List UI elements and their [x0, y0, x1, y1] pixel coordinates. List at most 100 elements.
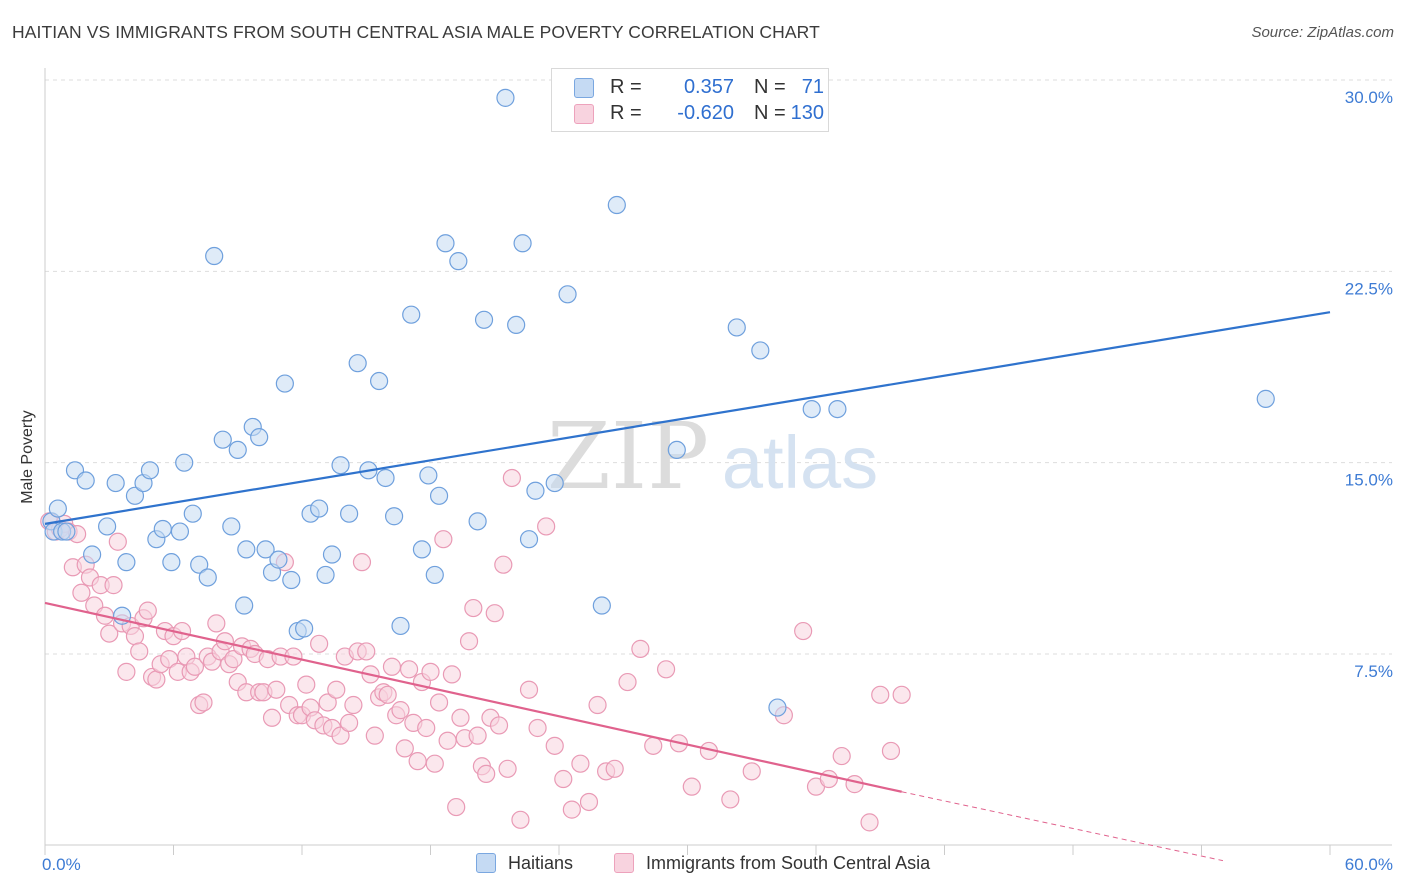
south-central-asia-point	[104, 576, 123, 595]
haitian-point	[117, 553, 136, 572]
haitian-point	[250, 428, 269, 447]
haitian-point	[170, 522, 190, 541]
south-central-asia-point	[860, 813, 879, 832]
series-blue-points	[42, 88, 1275, 717]
south-central-asia-point	[340, 713, 359, 732]
haitian-point	[205, 246, 224, 266]
south-central-asia-point	[147, 670, 166, 689]
haitian-point	[558, 285, 577, 304]
south-central-asia-point	[656, 660, 676, 679]
south-central-asia-point	[485, 604, 504, 623]
haitian-point	[474, 310, 494, 329]
south-central-asia-point	[721, 790, 740, 809]
haitian-point	[213, 430, 232, 449]
south-central-asia-point	[138, 601, 157, 620]
south-central-asia-point	[489, 716, 509, 735]
haitian-point	[768, 698, 787, 717]
grid-lines	[45, 79, 1392, 655]
haitian-point	[256, 540, 275, 559]
legend-r-value: -0.620	[677, 102, 734, 124]
haitian-point	[340, 504, 359, 523]
haitian-point	[607, 195, 626, 215]
y-tick-label: 7.5%	[1354, 662, 1393, 681]
south-central-asia-point	[224, 650, 243, 669]
haitian-point	[183, 504, 202, 523]
haitian-point	[667, 440, 686, 460]
south-central-asia-point	[262, 708, 282, 727]
watermark: ZIP atlas	[547, 403, 878, 510]
south-central-asia-point	[417, 718, 436, 738]
south-central-asia-point	[125, 627, 145, 646]
haitian-point	[275, 374, 294, 393]
haitian-point	[222, 517, 241, 536]
haitian-point	[468, 512, 487, 531]
haitian-point	[391, 616, 410, 636]
legend-n-value: 130	[790, 102, 824, 124]
haitian-point	[190, 555, 209, 574]
south-central-asia-point	[477, 764, 496, 784]
haitian-point	[828, 399, 847, 419]
haitian-point	[419, 466, 438, 485]
haitian-point	[545, 473, 564, 493]
haitian-point	[48, 499, 67, 518]
haitian-point	[370, 371, 389, 391]
haitian-point	[436, 234, 455, 253]
haitian-point	[384, 507, 404, 526]
y-axis-title: Male Poverty	[19, 410, 36, 504]
south-central-asia-point	[892, 685, 911, 704]
series-pink-points	[40, 468, 911, 832]
haitian-point	[76, 471, 95, 490]
south-central-asia-point	[742, 762, 761, 781]
haitian-point	[331, 456, 350, 475]
series-legend-swatch-haitians	[476, 853, 496, 873]
trend-lines	[44, 311, 1331, 862]
legend-r-label: R =	[610, 76, 642, 98]
south-central-asia-point	[631, 639, 650, 658]
south-central-asia-point	[207, 614, 226, 633]
south-central-asia-point	[365, 726, 384, 745]
y-tick-label: 15.0%	[1345, 471, 1393, 490]
haitian-point	[519, 530, 539, 549]
south-central-asia-point	[72, 583, 91, 602]
y-tick-label: 22.5%	[1345, 279, 1393, 298]
south-central-asia-point	[100, 624, 119, 643]
tick-labels: 7.5% 15.0% 22.5% 30.0% 0.0% 60.0%	[42, 88, 1393, 874]
haitian-point	[1256, 389, 1275, 408]
south-central-asia-point	[442, 665, 462, 684]
south-central-asia-trend-extension	[901, 791, 1224, 862]
south-central-asia-point	[502, 468, 521, 488]
south-central-asia-point	[297, 675, 316, 694]
south-central-asia-point	[327, 680, 346, 699]
south-central-asia-point	[267, 680, 286, 699]
haitian-point	[496, 88, 515, 107]
south-central-asia-point	[429, 693, 449, 712]
south-central-asia-point	[494, 555, 513, 574]
legend-r-label: R =	[610, 102, 642, 124]
haitian-point	[513, 234, 532, 253]
south-central-asia-point	[447, 797, 466, 817]
haitian-point	[592, 596, 611, 615]
south-central-asia-point	[108, 532, 127, 551]
haitian-point	[507, 315, 526, 335]
south-central-asia-point	[644, 736, 663, 755]
legend-r-value: 0.357	[683, 76, 734, 98]
south-central-asia-point	[588, 695, 607, 715]
south-central-asia-point	[871, 685, 890, 704]
haitian-point	[140, 461, 160, 480]
haitian-point	[727, 318, 746, 337]
south-central-asia-trend-line	[44, 601, 902, 793]
haitian-point	[235, 596, 254, 615]
haitian-point	[162, 553, 181, 572]
axes	[44, 68, 1392, 855]
south-central-asia-point	[537, 517, 556, 536]
haitian-point	[198, 568, 217, 587]
south-central-asia-point	[194, 693, 213, 712]
series-legend-label-haitians: Haitians	[508, 853, 574, 873]
legend-n-label: N =	[754, 102, 786, 124]
south-central-asia-point	[421, 662, 440, 681]
haitian-point	[282, 570, 301, 590]
south-central-asia-point	[331, 726, 350, 745]
south-central-asia-point	[391, 701, 410, 720]
south-central-asia-point	[881, 741, 901, 761]
